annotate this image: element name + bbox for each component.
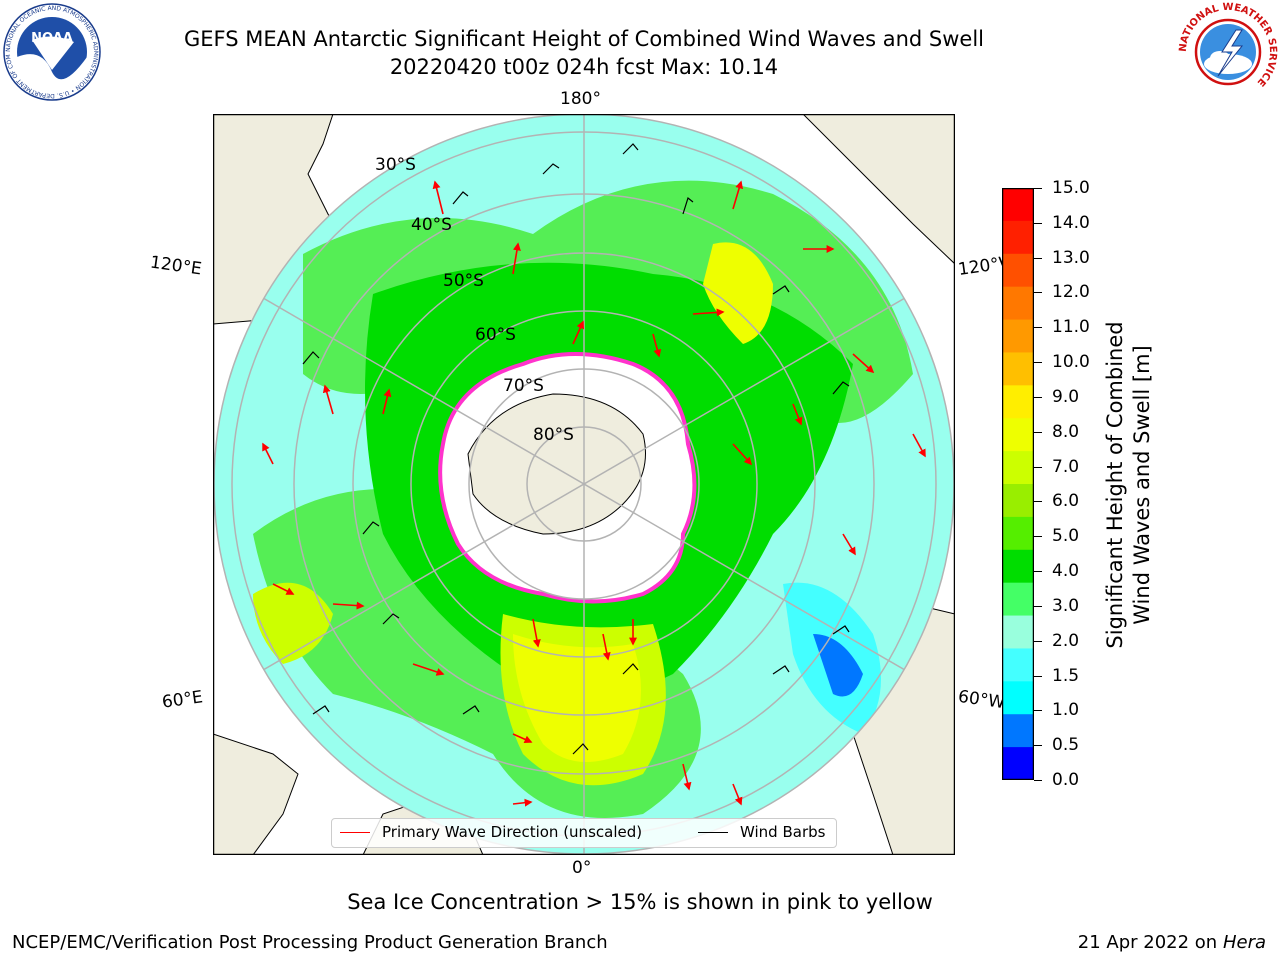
colorbar-tick-label: 8.0 (1052, 421, 1080, 442)
legend-label-wave: Primary Wave Direction (unscaled) (382, 823, 643, 841)
footer-machine: Hera (1222, 932, 1266, 953)
colorbar-tick-mark (1034, 222, 1042, 224)
colorbar-tick-mark (1034, 431, 1042, 433)
wind-barbs (302, 143, 850, 755)
lat-label-50s: 50°S (443, 271, 484, 291)
colorbar-tick-label: 0.0 (1052, 770, 1080, 790)
colorbar-tick-label: 1.0 (1052, 700, 1080, 721)
colorbar-tick-label: 12.0 (1052, 282, 1090, 303)
lon-label-bottom: 0° (572, 858, 592, 878)
nws-logo: NATIONAL WEATHER SERVICE (1178, 2, 1278, 100)
noaa-logo-text: NOAA (31, 31, 73, 46)
colorbar-tick-mark (1034, 362, 1042, 364)
legend-item-wind-barbs: Wind Barbs (698, 823, 825, 841)
colorbar-tick-mark (1034, 466, 1042, 468)
colorbar-tick-mark (1034, 745, 1042, 747)
colorbar-tick-label: 7.0 (1052, 456, 1080, 477)
colorbar-segment (1002, 615, 1034, 649)
latitude-labels: 30°S 40°S 50°S 60°S 70°S 80°S (375, 155, 574, 445)
polar-wave-map: 30°S 40°S 50°S 60°S 70°S 80°S (213, 114, 955, 855)
colorbar-tick-mark (1034, 605, 1042, 607)
lat-label-40s: 40°S (411, 215, 452, 235)
colorbar-tick-mark (1034, 257, 1042, 259)
lat-label-80s: 80°S (533, 425, 574, 445)
lon-label-lower-right: 60°W (956, 686, 1007, 714)
colorbar-segment (1002, 188, 1034, 222)
colorbar-tick-mark (1034, 188, 1042, 189)
colorbar-tick-mark (1034, 536, 1042, 538)
colorbar-segment (1002, 286, 1034, 321)
colorbar-segment (1002, 451, 1034, 485)
colorbar-tick-label: 5.0 (1052, 526, 1080, 547)
colorbar-tick-mark (1034, 396, 1042, 398)
colorbar-tick-label: 11.0 (1052, 317, 1090, 338)
colorbar-tick-label: 9.0 (1052, 386, 1080, 407)
colorbar-segment (1002, 220, 1034, 255)
colorbar-tick-mark (1034, 327, 1042, 329)
colorbar-tick-label: 13.0 (1052, 247, 1090, 268)
colorbar-segment (1002, 549, 1034, 584)
sea-ice-note: Sea Ice Concentration > 15% is shown in … (347, 890, 933, 914)
colorbar-tick-mark (1034, 501, 1042, 503)
map-legend: Primary Wave Direction (unscaled) Wind B… (331, 818, 837, 848)
colorbar-tick-label: 0.5 (1052, 735, 1080, 756)
map-subtitle: 20220420 t00z 024h fcst Max: 10.14 (389, 55, 779, 79)
colorbar-label-line2: Wind Waves and Swell [m] (1130, 345, 1154, 625)
lat-label-30s: 30°S (375, 155, 416, 175)
colorbar-label-line1: Significant Height of Combined (1103, 321, 1127, 649)
footer-branch: NCEP/EMC/Verification Post Processing Pr… (12, 932, 608, 953)
colorbar-tick-label: 10.0 (1052, 352, 1090, 373)
legend-label-barbs: Wind Barbs (740, 823, 826, 841)
colorbar-segment (1002, 681, 1034, 715)
noaa-logo: NOAA NATIONAL OCEANIC AND ATMOSPHERIC AD… (2, 2, 101, 101)
colorbar-segment (1002, 516, 1034, 551)
lon-label-lower-left: 60°E (160, 687, 205, 713)
colorbar-segment (1002, 352, 1034, 386)
colorbar-segment (1002, 582, 1034, 617)
colorbar-tick-mark (1034, 710, 1042, 712)
lon-label-upper-left: 120°E (148, 252, 203, 280)
lat-label-70s: 70°S (503, 376, 544, 396)
colorbar-tick-mark (1034, 640, 1042, 642)
colorbar-tick-label: 6.0 (1052, 491, 1080, 512)
colorbar-segment (1002, 253, 1034, 288)
colorbar-tick-label: 2.0 (1052, 630, 1080, 651)
colorbar-tick-mark (1034, 675, 1042, 677)
colorbar-tick-label: 3.0 (1052, 595, 1080, 616)
map-title: GEFS MEAN Antarctic Significant Height o… (183, 27, 985, 51)
colorbar-segment (1002, 648, 1034, 682)
colorbar-tick-mark (1034, 780, 1042, 781)
colorbar-segment (1002, 747, 1034, 780)
colorbar-tick-label: 1.5 (1052, 665, 1080, 686)
colorbar-tick-label: 14.0 (1052, 212, 1090, 233)
colorbar (1002, 188, 1034, 780)
colorbar-segment (1002, 714, 1034, 748)
footer-date: 21 Apr 2022 on Hera (1078, 932, 1266, 953)
wave-direction-arrows (262, 180, 926, 807)
footer-date-text: 21 Apr 2022 on (1077, 932, 1218, 953)
wave-height-field (214, 114, 954, 854)
colorbar-segment (1002, 418, 1034, 452)
colorbar-segment (1002, 385, 1034, 419)
colorbar-segment (1002, 484, 1034, 518)
colorbar-tick-mark (1034, 292, 1042, 294)
colorbar-tick-label: 15.0 (1052, 178, 1090, 198)
lat-label-60s: 60°S (475, 325, 516, 345)
legend-item-wave-direction: Primary Wave Direction (unscaled) (340, 823, 642, 841)
legend-swatch-wave (340, 831, 370, 833)
colorbar-tick-mark (1034, 571, 1042, 573)
colorbar-segment (1002, 319, 1034, 353)
colorbar-tick-label: 4.0 (1052, 561, 1080, 582)
lon-label-top: 180° (560, 89, 601, 109)
legend-swatch-barbs (698, 831, 728, 833)
